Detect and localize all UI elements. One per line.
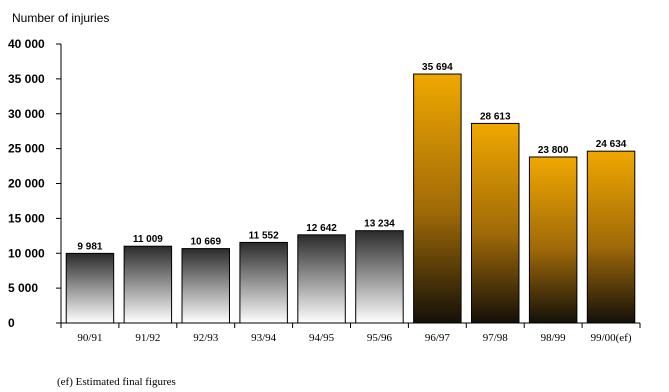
y-tick-label: 0 — [8, 316, 15, 330]
y-tick-label: 35 000 — [8, 72, 45, 86]
bar-value-label: 9 981 — [77, 241, 102, 252]
y-axis: 0 5 000 10 000 15 000 20 000 25 000 30 000 35 0… — [8, 37, 61, 330]
footnote: (ef) Estimated final figures — [57, 376, 176, 388]
y-tick-label: 30 000 — [8, 107, 45, 121]
x-tick-label: 92/93 — [193, 332, 219, 344]
x-tick-label: 97/98 — [483, 332, 509, 344]
bar — [181, 248, 230, 324]
y-tick-label: 10 000 — [8, 246, 45, 260]
x-tick-label: 91/92 — [135, 332, 160, 344]
bar — [123, 245, 173, 324]
bar — [586, 150, 636, 324]
bar-value-label: 11 009 — [133, 234, 163, 245]
bar-value-label: 12 642 — [306, 223, 337, 234]
x-tick-label: 98/99 — [541, 332, 567, 344]
bar — [297, 234, 346, 324]
bar-value-label: 23 800 — [538, 145, 569, 156]
bar — [528, 156, 578, 324]
bar-value-label: 28 613 — [480, 111, 511, 122]
x-tick-label: 96/97 — [425, 332, 451, 344]
bar — [355, 230, 404, 324]
x-tick-label: 93/94 — [251, 332, 277, 344]
bar — [471, 122, 520, 324]
y-axis-label: Number of injuries — [12, 11, 109, 25]
x-axis: 90/91 91/92 92/93 93/94 94/95 95/96 96/97 97/98… — [60, 323, 641, 344]
x-tick-label: 95/96 — [367, 332, 393, 344]
bar — [413, 73, 462, 324]
x-tick-label: 99/00(ef) — [591, 332, 632, 344]
y-tick-label: 15 000 — [8, 211, 45, 225]
bar-value-label: 13 234 — [364, 219, 395, 230]
bar-value-label: 10 669 — [190, 237, 221, 248]
bar — [239, 241, 288, 324]
bar-value-label: 11 552 — [249, 230, 279, 241]
y-tick-label: 5 000 — [8, 281, 38, 295]
x-tick-label: 94/95 — [309, 332, 335, 344]
y-tick-label: 25 000 — [8, 142, 45, 156]
bar-value-label: 35 694 — [422, 62, 453, 73]
y-tick-label: 20 000 — [8, 177, 45, 191]
y-tick-label: 40 000 — [8, 37, 45, 51]
bar — [65, 252, 115, 324]
bar-value-label: 24 634 — [596, 139, 627, 150]
x-tick-label: 90/91 — [77, 332, 102, 344]
bars: 9 981 11 009 10 669 11 552 12 642 13 234 35 69… — [65, 62, 636, 324]
